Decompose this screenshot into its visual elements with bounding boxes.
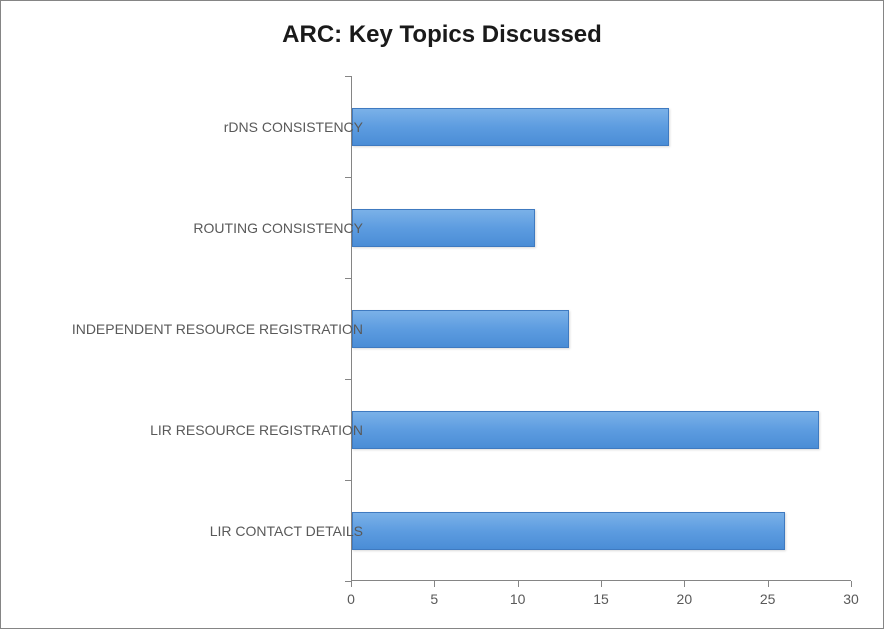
bar	[352, 310, 569, 348]
y-category-label: rDNS CONSISTENCY	[224, 119, 363, 135]
x-axis-label: 0	[347, 591, 355, 607]
x-axis-label: 5	[430, 591, 438, 607]
plot-area: 051015202530	[351, 76, 851, 581]
x-axis-tick	[601, 581, 602, 587]
chart-container: ARC: Key Topics Discussed 051015202530 L…	[0, 0, 884, 629]
bar	[352, 209, 535, 247]
y-category-label: LIR RESOURCE REGISTRATION	[150, 422, 363, 438]
y-category-label: INDEPENDENT RESOURCE REGISTRATION	[72, 321, 363, 337]
y-axis-tick	[345, 177, 351, 178]
x-axis-tick	[351, 581, 352, 587]
y-category-label: LIR CONTACT DETAILS	[210, 523, 363, 539]
bar	[352, 411, 819, 449]
x-axis-tick	[434, 581, 435, 587]
y-axis-tick	[345, 480, 351, 481]
bar	[352, 108, 669, 146]
bar	[352, 512, 785, 550]
x-axis-label: 10	[510, 591, 526, 607]
x-axis-label: 30	[843, 591, 859, 607]
y-axis-tick	[345, 278, 351, 279]
x-axis-label: 20	[677, 591, 693, 607]
x-axis-tick	[518, 581, 519, 587]
x-axis-tick	[684, 581, 685, 587]
x-axis-label: 15	[593, 591, 609, 607]
chart-title: ARC: Key Topics Discussed	[1, 1, 883, 59]
y-category-label: ROUTING CONSISTENCY	[193, 220, 363, 236]
x-axis-label: 25	[760, 591, 776, 607]
x-axis-tick	[851, 581, 852, 587]
y-axis-tick	[345, 581, 351, 582]
y-axis-tick	[345, 76, 351, 77]
x-axis-tick	[768, 581, 769, 587]
y-axis-tick	[345, 379, 351, 380]
